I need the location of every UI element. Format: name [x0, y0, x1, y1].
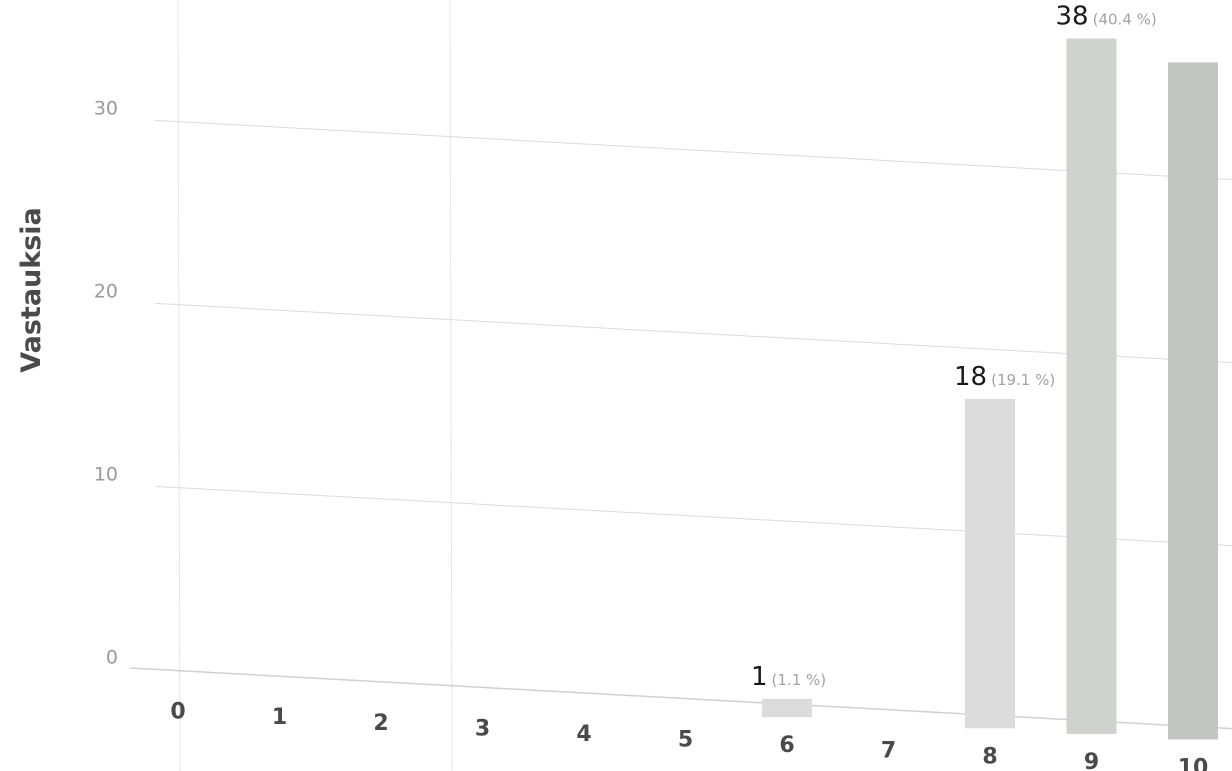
y-tick-label: 10 [94, 463, 118, 485]
data-label-6: 1 (1.1 %) [751, 662, 826, 692]
bar-8 [965, 398, 1015, 729]
bar-9 [1066, 38, 1117, 734]
data-label-value: 38 [1056, 1, 1089, 31]
bars [762, 38, 1218, 740]
gridline-10 [154, 485, 1232, 547]
data-label-percent: (19.1 %) [991, 371, 1055, 389]
bar-6 [762, 698, 812, 718]
x-tick-label-8: 8 [982, 744, 997, 769]
x-tick-label-1: 1 [272, 705, 287, 730]
x-tick-label-2: 2 [373, 711, 388, 736]
gridline-0 [129, 667, 1232, 730]
horizontal-grid [129, 119, 1232, 730]
y-tick-label: 30 [94, 97, 118, 119]
data-labels: 1 (1.1 %) 18 (19.1 %) 38 (40.4 %) [751, 1, 1157, 691]
x-tick-label-6: 6 [779, 733, 794, 758]
vertical-grid [177, 0, 453, 771]
y-tick-label: 0 [106, 646, 118, 668]
x-tick-label-3: 3 [475, 716, 490, 741]
x-tick-label-0: 0 [170, 700, 185, 725]
bar-10 [1168, 62, 1218, 740]
gridline-30 [154, 119, 1232, 181]
vertical-gridline-1 [449, 0, 453, 771]
y-axis-ticks: 0 10 20 30 [94, 97, 118, 668]
data-label-value: 1 [751, 662, 768, 692]
x-axis-ticks: 0 1 2 3 4 5 6 7 8 9 10 [170, 700, 1208, 771]
data-label-9: 38 (40.4 %) [1056, 1, 1157, 31]
data-label-percent: (1.1 %) [772, 671, 827, 689]
y-tick-label: 20 [94, 280, 118, 302]
data-label-8: 18 (19.1 %) [954, 362, 1055, 392]
y-axis-title: Vastauksia [16, 207, 47, 373]
x-tick-label-9: 9 [1084, 750, 1099, 771]
x-tick-label-10: 10 [1178, 755, 1209, 771]
vertical-gridline-0 [177, 0, 181, 771]
gridline-20 [154, 302, 1232, 364]
data-label-percent: (40.4 %) [1093, 10, 1157, 28]
data-label-value: 18 [954, 362, 987, 392]
x-tick-label-4: 4 [576, 722, 591, 747]
x-tick-label-7: 7 [881, 739, 896, 764]
x-tick-label-5: 5 [678, 728, 693, 753]
